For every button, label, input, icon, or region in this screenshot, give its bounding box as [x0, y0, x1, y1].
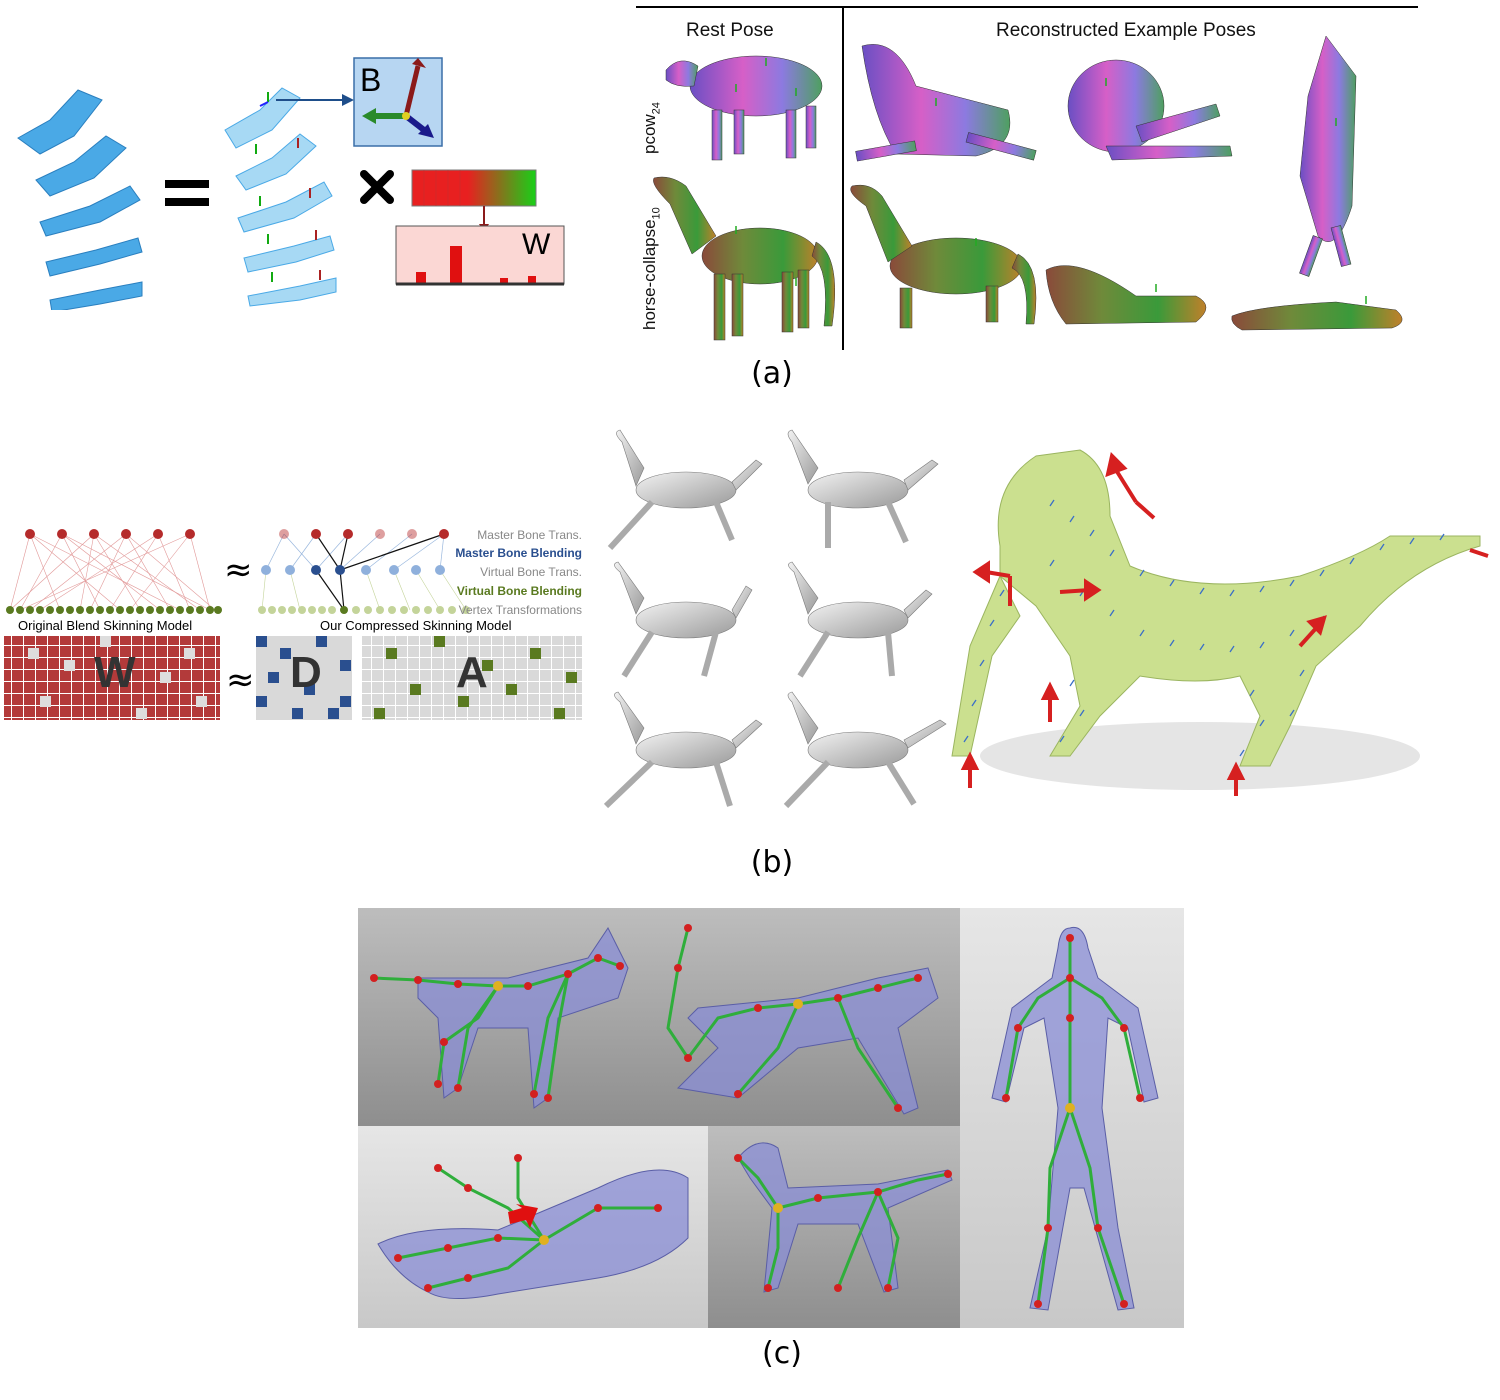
skeleton-overlays	[370, 924, 1159, 1311]
weight-vector-bar	[411, 169, 537, 207]
caption-a: (a)	[751, 356, 793, 391]
horse-frame-6	[783, 691, 947, 809]
rest-pose-horse	[653, 176, 836, 341]
horse-frame-4	[788, 561, 933, 678]
reconstructed-cow-2	[1067, 59, 1233, 161]
horse-frame-2	[787, 429, 939, 548]
reconstructed-horse-2	[1045, 265, 1207, 325]
rest-pose-cow	[665, 55, 823, 161]
matrix-w-grid	[4, 636, 220, 720]
matrix-a-letter: A	[456, 648, 488, 697]
red-pointer-arrow	[508, 1204, 538, 1228]
approx-sign-network: ≈	[224, 550, 253, 590]
master-bone-arrows	[960, 452, 1489, 796]
reconstructed-cow-1	[855, 44, 1037, 162]
horse-4-body	[737, 1142, 953, 1293]
right-virtual-bone-nodes	[261, 565, 445, 575]
matrix-w-letter: W	[94, 648, 136, 697]
bone-axes-small	[255, 92, 321, 282]
matrix-w-label: W	[522, 228, 551, 261]
legend-virtual-bone-trans: Virtual Bone Trans.	[480, 565, 582, 579]
skinning-network-diagram	[6, 529, 470, 614]
caption-c: (c)	[762, 1336, 802, 1371]
blend-equation-diagram	[17, 57, 565, 310]
shadow	[980, 722, 1420, 790]
table-column-divider	[842, 8, 844, 350]
table-top-rule	[636, 6, 1418, 8]
bone-frame-markers	[735, 58, 1367, 304]
hand-body	[377, 1169, 689, 1300]
header-reconstructed-poses: Reconstructed Example Poses	[996, 20, 1256, 41]
highlighted-edges	[315, 533, 445, 611]
panel-b: ≈ Master Bone Trans. Master Bone Blendin…	[0, 420, 1500, 890]
legend-vertex-transformations: Vertex Transformations	[458, 603, 582, 617]
pose-table: Rest Pose Reconstructed Example Poses pc…	[636, 6, 1418, 350]
legend-virtual-bone-blending: Virtual Bone Blending	[456, 584, 582, 598]
equals-sign-top	[165, 180, 209, 188]
horse-animation-frames	[603, 429, 947, 809]
right-master-bone-nodes	[279, 529, 449, 539]
reconstructed-horse-1	[850, 184, 1037, 329]
matrix-d-letter: D	[290, 648, 322, 697]
transformed-bars-stack	[224, 87, 337, 307]
matrix-d-grid	[256, 636, 352, 720]
left-vertex-nodes	[6, 606, 222, 614]
right-master-blend-edges	[265, 533, 445, 571]
pose-renders	[653, 35, 1403, 341]
horse-body	[951, 449, 1481, 767]
matrix-factorization	[4, 636, 582, 720]
panel-a: B W Rest Pose Reconstructed Example Pose…	[0, 0, 1500, 400]
right-vertex-nodes	[258, 606, 470, 614]
matrix-a-grid	[362, 636, 582, 720]
left-network-edges	[9, 533, 216, 611]
left-master-bone-nodes	[25, 529, 195, 539]
label-original-model: Original Blend Skinning Model	[18, 618, 193, 633]
horse-frame-5	[603, 691, 763, 809]
deformed-bars-stack	[17, 89, 143, 310]
caption-b: (b)	[750, 845, 794, 880]
cat-2-body	[676, 967, 939, 1115]
legend-master-bone-blending: Master Bone Blending	[455, 546, 582, 560]
equals-sign-bottom	[165, 198, 209, 206]
matrix-b-label: B	[360, 62, 382, 98]
green-horse-render	[951, 449, 1489, 796]
approx-sign-matrix: ≈	[226, 660, 255, 700]
reconstructed-cow-3	[1299, 35, 1357, 277]
legend-master-bone-trans: Master Bone Trans.	[477, 528, 582, 542]
horse-frame-1	[607, 429, 763, 551]
vertex-frames	[963, 499, 1445, 757]
reconstructed-horse-3	[1231, 301, 1403, 331]
skeleton-joints	[370, 924, 1144, 1308]
skeleton-bones	[373, 927, 1142, 1305]
horse-frame-3	[614, 561, 753, 678]
header-rest-pose: Rest Pose	[686, 20, 774, 41]
panel-c	[358, 908, 1184, 1328]
right-virtual-blend-edges	[261, 569, 467, 611]
label-compressed-model: Our Compressed Skinning Model	[320, 618, 512, 633]
times-sign	[360, 170, 394, 204]
